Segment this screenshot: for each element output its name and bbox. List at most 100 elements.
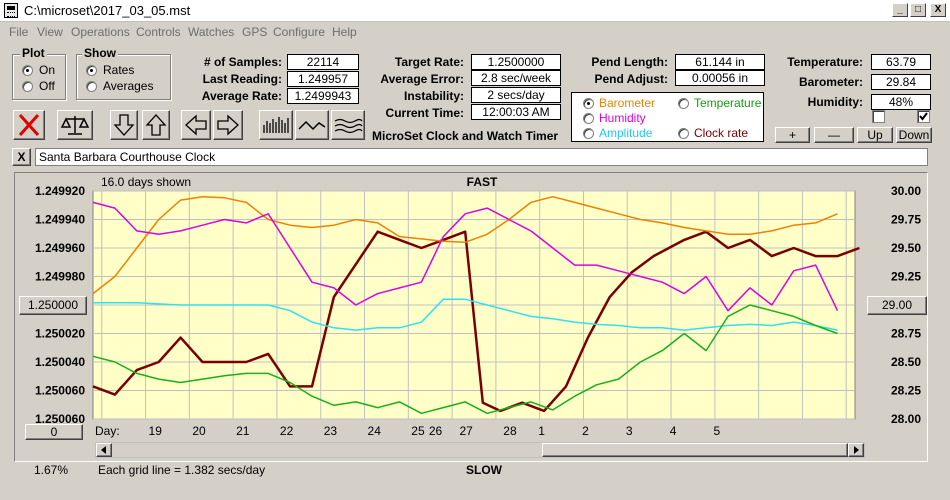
description-input[interactable]: Santa Barbara Courthouse Clock (35, 148, 928, 166)
scale-plus-button[interactable]: + (775, 127, 810, 143)
left-arrow-button[interactable] (181, 110, 211, 140)
chart-scrollbar[interactable] (95, 442, 865, 458)
check-icon (918, 111, 929, 122)
pend-length-label: Pend Length: (575, 55, 668, 69)
stop-button[interactable] (13, 110, 45, 140)
target-rate-value: 1.2500000 (471, 54, 561, 70)
menu-view[interactable]: View (37, 25, 63, 39)
menu-file[interactable]: File (9, 25, 28, 39)
y-left-tick-label: 1.250040 (35, 355, 85, 369)
window-title: C:\microset\2017_03_05.mst (24, 3, 190, 18)
scroll-left-button[interactable] (96, 443, 112, 457)
scroll-track[interactable] (112, 443, 542, 457)
plot-on-label[interactable]: On (39, 63, 55, 77)
menu-watches[interactable]: Watches (188, 25, 234, 39)
x-day-label: 28 (503, 424, 517, 438)
clock-rate-option-label[interactable]: Clock rate (694, 126, 748, 140)
scroll-right-button[interactable] (848, 443, 864, 457)
amplitude-radio[interactable] (583, 128, 594, 139)
menu-operations[interactable]: Operations (71, 25, 130, 39)
y-left-tick-label: 1.249980 (35, 270, 85, 284)
y-right-tick-label: 28.50 (891, 355, 921, 369)
amplitude-option-label[interactable]: Amplitude (599, 126, 652, 140)
down-arrow-button[interactable] (110, 110, 138, 140)
rate-chart: 1.2499201.2499401.2499601.2499801.250000… (15, 173, 927, 461)
barometer-option-label[interactable]: Barometer (599, 96, 655, 110)
slow-label: SLOW (466, 463, 502, 477)
x-day-label: 25 (411, 424, 425, 438)
scale-down-button[interactable]: Down (896, 127, 932, 143)
y-left-tick-label: 1.249960 (35, 241, 85, 255)
average-rate-label: Average Rate: (180, 89, 282, 103)
maximize-button[interactable]: □ (910, 3, 926, 17)
rate-center-button[interactable]: 1.250000 (19, 296, 87, 315)
plot-on-radio[interactable] (22, 65, 33, 76)
red-x-icon (14, 111, 44, 139)
show-averages-label[interactable]: Averages (103, 79, 153, 93)
option-checkbox-2[interactable] (917, 110, 930, 123)
grid-line-note: Each grid line = 1.382 secs/day (98, 463, 265, 477)
temperature-radio[interactable] (678, 98, 689, 109)
scroll-left-icon (98, 444, 110, 456)
pend-adjust-label: Pend Adjust: (575, 72, 668, 86)
scroll-right-icon (850, 444, 862, 456)
option-checkbox-1[interactable] (872, 110, 885, 123)
minimize-button[interactable]: _ (892, 3, 908, 17)
x-day-label: 4 (670, 424, 677, 438)
close-button[interactable]: X (930, 3, 946, 17)
y-right-tick-label: 28.75 (891, 327, 921, 341)
y-right-tick-label: 30.00 (891, 184, 921, 198)
scale-up-button[interactable]: Up (857, 127, 893, 143)
wave-graph-button[interactable] (331, 110, 365, 140)
instability-label: Instability: (366, 89, 464, 103)
x-day-label: 21 (236, 424, 250, 438)
scale-minus-button[interactable]: — (814, 127, 854, 143)
bar-graph-button[interactable] (259, 110, 293, 140)
menu-controls[interactable]: Controls (136, 25, 181, 39)
menu-configure[interactable]: Configure (273, 25, 325, 39)
pend-length-value: 61.144 in (675, 54, 765, 70)
y-left-tick-label: 1.250020 (35, 327, 85, 341)
current-time-value: 12:00:03 AM (471, 104, 561, 120)
barometer-label: Barometer: (770, 75, 863, 89)
menu-bar: File View Operations Controls Watches GP… (0, 22, 950, 42)
pend-adjust-value: 0.00056 in (675, 70, 765, 86)
show-group-label: Show (82, 46, 118, 60)
show-averages-radio[interactable] (86, 81, 97, 92)
barometer-radio[interactable] (583, 98, 594, 109)
show-group (76, 54, 171, 100)
humidity-option-label[interactable]: Humidity (599, 111, 646, 125)
up-arrow-button[interactable] (142, 110, 170, 140)
temperature-option-label[interactable]: Temperature (694, 96, 761, 110)
line-graph-button[interactable] (295, 110, 329, 140)
calculator-icon[interactable] (4, 3, 18, 18)
fast-label: FAST (467, 175, 498, 189)
zero-button[interactable]: 0 (25, 424, 83, 440)
x-day-label: 22 (280, 424, 294, 438)
show-rates-label[interactable]: Rates (103, 63, 134, 77)
x-axis-label: Day: (95, 424, 120, 438)
right-arrow-button[interactable] (213, 110, 243, 140)
target-rate-label: Target Rate: (366, 55, 464, 69)
scroll-thumb[interactable] (542, 443, 848, 457)
plot-off-label[interactable]: Off (39, 79, 55, 93)
x-day-label: 27 (459, 424, 473, 438)
y-right-tick-label: 29.50 (891, 241, 921, 255)
clock-rate-radio[interactable] (678, 128, 689, 139)
instability-value: 2 secs/day (471, 87, 561, 103)
show-rates-radio[interactable] (86, 65, 97, 76)
average-error-label: Average Error: (366, 72, 464, 86)
scale-balance-icon (58, 111, 92, 139)
balance-button[interactable] (57, 110, 93, 140)
menu-help[interactable]: Help (332, 25, 357, 39)
humidity-radio[interactable] (583, 113, 594, 124)
last-reading-label: Last Reading: (180, 72, 282, 86)
samples-value: 22114 (287, 54, 359, 70)
menu-gps[interactable]: GPS (242, 25, 267, 39)
y-right-tick-label: 28.00 (891, 412, 921, 426)
sensor-center-button[interactable]: 29.00 (867, 296, 927, 315)
x-day-label: 1 (538, 424, 545, 438)
plot-off-radio[interactable] (22, 81, 33, 92)
current-time-label: Current Time: (366, 106, 464, 120)
clear-description-button[interactable]: X (12, 148, 31, 166)
